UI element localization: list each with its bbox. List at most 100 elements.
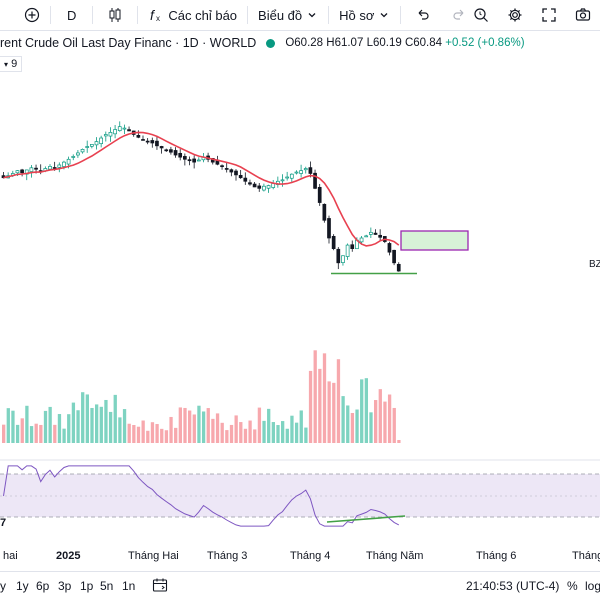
candle-body <box>76 152 80 156</box>
chart-type-menu[interactable]: Biểu đồ <box>252 0 324 30</box>
volume-bar <box>206 408 210 443</box>
volume-bar <box>108 411 113 443</box>
candle-body <box>322 203 327 221</box>
volume-bar <box>53 424 57 443</box>
candle-body <box>136 134 141 138</box>
volume-bar <box>113 394 117 443</box>
change-value: +0.52 (+0.86%) <box>445 37 525 49</box>
candle-body <box>280 179 285 182</box>
range-button[interactable]: 1p <box>80 579 94 593</box>
interval-label: D <box>67 7 77 23</box>
volume-bar <box>15 424 20 443</box>
volume-bar <box>248 420 252 443</box>
ma-indicator-badge[interactable]: ▾ 9 <box>0 56 23 72</box>
range-button[interactable]: 6p <box>36 579 50 593</box>
search-button[interactable] <box>464 0 498 30</box>
candle-body <box>164 149 169 152</box>
candle-body <box>192 158 196 163</box>
volume-bar <box>374 400 378 443</box>
time-axis[interactable]: hai 2025 Tháng Hai Tháng 3 Tháng 4 Tháng… <box>0 550 600 564</box>
candle-body <box>89 144 94 147</box>
candle-body <box>396 263 401 272</box>
candle-body <box>178 152 183 158</box>
symbol-legend[interactable]: rent Crude Oil Last Day Financ · 1D · WO… <box>0 36 525 50</box>
range-button[interactable]: 5n <box>100 579 114 593</box>
rsi-line <box>3 465 400 527</box>
time-axis-label: Tháng Hai <box>128 550 179 562</box>
candle-body <box>313 172 317 189</box>
volume-bar <box>369 412 373 443</box>
candle-body <box>145 140 150 143</box>
candle-body <box>373 232 378 235</box>
candle-type-button[interactable] <box>97 0 133 30</box>
candle-body <box>234 170 238 176</box>
undo-button[interactable] <box>405 0 441 30</box>
percent-scale-toggle[interactable]: % <box>567 579 578 593</box>
toolbar-divider <box>328 6 330 24</box>
plus-circle-icon <box>24 7 40 23</box>
candle-body <box>350 244 355 249</box>
range-button[interactable]: 3p <box>58 579 72 593</box>
fullscreen-button[interactable] <box>532 0 566 30</box>
volume-bar <box>104 399 108 443</box>
redo-button[interactable] <box>441 0 477 30</box>
candle-body <box>29 167 34 172</box>
candle-body <box>108 131 113 137</box>
bottom-bar: y 1y 6p 3p 1p 5n 1n 21:40:53 (UTC-4) % l… <box>0 571 600 600</box>
log-scale-toggle[interactable]: log <box>585 579 600 593</box>
volume-bar <box>136 426 141 443</box>
price-chart[interactable] <box>0 0 600 550</box>
volume-bar <box>313 350 317 443</box>
volume-bar <box>174 427 178 443</box>
candle-body <box>327 218 331 239</box>
date-range-button[interactable] <box>152 577 168 596</box>
time-axis-label: Tháng <box>572 550 600 562</box>
toolbar-divider <box>400 6 402 24</box>
volume-bar <box>6 408 10 443</box>
volume-bar <box>336 359 341 443</box>
volume-bar <box>392 407 396 443</box>
volume-bar <box>257 407 262 443</box>
volume-bar <box>95 404 99 443</box>
volume-bar <box>332 382 336 443</box>
volume-bar <box>122 409 127 443</box>
candle-body <box>392 249 396 264</box>
candle-body <box>289 173 294 179</box>
settings-button[interactable] <box>498 0 532 30</box>
toolbar-divider <box>50 6 51 24</box>
low-value: L60.19 <box>366 37 402 49</box>
interval-button[interactable]: D <box>55 0 88 30</box>
search-icon <box>474 8 488 22</box>
candle-body <box>155 140 159 147</box>
candle-body <box>257 185 262 189</box>
candle-body <box>303 168 308 171</box>
camera-icon <box>575 8 591 21</box>
range-button[interactable]: 1n <box>122 579 136 593</box>
toolbar-divider <box>137 6 139 24</box>
indicators-label: Các chỉ báo <box>168 7 238 23</box>
candle-body <box>336 248 341 264</box>
collapse-caret-icon: ▾ <box>4 60 9 69</box>
high-value: H61.07 <box>326 37 364 49</box>
gear-icon <box>508 8 522 22</box>
candle-body <box>66 158 71 165</box>
snapshot-button[interactable] <box>566 0 600 30</box>
profile-label: Hồ sơ <box>339 7 375 23</box>
candle-body <box>238 174 243 179</box>
candle-body <box>80 149 85 153</box>
add-symbol-button[interactable] <box>0 0 46 30</box>
volume-bar <box>71 402 76 443</box>
candle-body <box>122 127 127 130</box>
candle-body <box>224 168 229 170</box>
close-value: C60.84 <box>404 37 443 49</box>
clock-display[interactable]: 21:40:53 (UTC-4) <box>466 579 560 593</box>
range-button[interactable]: 1y <box>16 579 29 593</box>
profile-menu[interactable]: Hồ sơ <box>333 0 396 30</box>
volume-bar <box>364 378 368 443</box>
volume-bar <box>127 423 131 443</box>
time-axis-label: Tháng Năm <box>366 550 424 562</box>
volume-bar <box>243 428 248 443</box>
range-button[interactable]: y <box>0 579 6 593</box>
